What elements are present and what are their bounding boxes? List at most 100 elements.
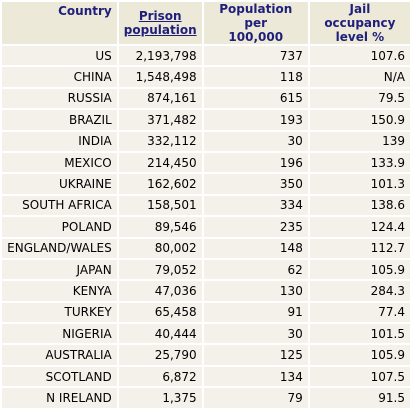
prison-population-cell: 79,052 xyxy=(118,259,202,280)
occupancy-cell: 139 xyxy=(309,131,410,151)
country-cell: AUSTRALIA xyxy=(2,345,117,365)
header-prison-population[interactable]: Prison population xyxy=(118,2,202,44)
table-row: INDIA 332,112 30 139 xyxy=(2,131,410,151)
header-population-per-100000-line1: Population per xyxy=(219,2,293,30)
table-row: KENYA 47,036 130 284.3 xyxy=(2,281,410,301)
table-row: ENGLAND/WALES 80,002 148 112.7 xyxy=(2,238,410,258)
country-cell: US xyxy=(2,46,117,66)
occupancy-cell: 138.6 xyxy=(309,195,410,216)
prison-population-cell: 214,450 xyxy=(118,152,202,173)
per-100000-cell: 193 xyxy=(203,110,308,130)
country-cell: INDIA xyxy=(2,131,117,151)
table-row: CHINA 1,548,498 118 N/A xyxy=(2,67,410,87)
per-100000-cell: 118 xyxy=(203,67,308,87)
prison-population-cell: 874,161 xyxy=(118,88,202,109)
country-cell: N IRELAND xyxy=(2,388,117,408)
per-100000-cell: 79 xyxy=(203,388,308,408)
prison-population-cell: 25,790 xyxy=(118,345,202,365)
occupancy-cell: 101.5 xyxy=(309,324,410,344)
header-country: Country xyxy=(2,2,117,44)
prison-population-cell: 80,002 xyxy=(118,238,202,258)
table-row: US 2,193,798 737 107.6 xyxy=(2,46,410,66)
per-100000-cell: 30 xyxy=(203,131,308,151)
occupancy-cell: 107.5 xyxy=(309,366,410,387)
occupancy-cell: 284.3 xyxy=(309,281,410,301)
country-cell: JAPAN xyxy=(2,259,117,280)
table-row: JAPAN 79,052 62 105.9 xyxy=(2,259,410,280)
occupancy-cell: 124.4 xyxy=(309,217,410,237)
prison-population-cell: 89,546 xyxy=(118,217,202,237)
header-population-per-100000: Population per 100,000 xyxy=(203,2,308,44)
country-cell: MEXICO xyxy=(2,152,117,173)
occupancy-cell: 91.5 xyxy=(309,388,410,408)
per-100000-cell: 130 xyxy=(203,281,308,301)
country-cell: TURKEY xyxy=(2,302,117,323)
header-jail-occupancy-line1: Jail occupancy xyxy=(324,2,396,30)
occupancy-cell: 133.9 xyxy=(309,152,410,173)
occupancy-cell: 101.3 xyxy=(309,174,410,194)
header-country-label: Country xyxy=(58,4,112,18)
per-100000-cell: 350 xyxy=(203,174,308,194)
per-100000-cell: 30 xyxy=(203,324,308,344)
per-100000-cell: 134 xyxy=(203,366,308,387)
country-cell: POLAND xyxy=(2,217,117,237)
prison-population-cell: 6,872 xyxy=(118,366,202,387)
per-100000-cell: 196 xyxy=(203,152,308,173)
table-row: POLAND 89,546 235 124.4 xyxy=(2,217,410,237)
header-prison-population-line1[interactable]: Prison xyxy=(138,9,182,23)
prison-population-cell: 1,548,498 xyxy=(118,67,202,87)
per-100000-cell: 91 xyxy=(203,302,308,323)
table-row: TURKEY 65,458 91 77.4 xyxy=(2,302,410,323)
occupancy-cell: 150.9 xyxy=(309,110,410,130)
table-row: BRAZIL 371,482 193 150.9 xyxy=(2,110,410,130)
per-100000-cell: 615 xyxy=(203,88,308,109)
header-jail-occupancy-line2: level % xyxy=(335,30,385,44)
table-row: N IRELAND 1,375 79 91.5 xyxy=(2,388,410,408)
occupancy-cell: 105.9 xyxy=(309,345,410,365)
prison-population-cell: 2,193,798 xyxy=(118,46,202,66)
per-100000-cell: 334 xyxy=(203,195,308,216)
occupancy-cell: 77.4 xyxy=(309,302,410,323)
header-jail-occupancy: Jail occupancy level % xyxy=(309,2,410,44)
table-row: NIGERIA 40,444 30 101.5 xyxy=(2,324,410,344)
header-prison-population-line2[interactable]: population xyxy=(123,23,197,37)
prison-population-cell: 1,375 xyxy=(118,388,202,408)
per-100000-cell: 235 xyxy=(203,217,308,237)
per-100000-cell: 62 xyxy=(203,259,308,280)
country-cell: UKRAINE xyxy=(2,174,117,194)
country-cell: NIGERIA xyxy=(2,324,117,344)
table-row: UKRAINE 162,602 350 101.3 xyxy=(2,174,410,194)
country-cell: RUSSIA xyxy=(2,88,117,109)
country-cell: SCOTLAND xyxy=(2,366,117,387)
prison-population-cell: 65,458 xyxy=(118,302,202,323)
per-100000-cell: 737 xyxy=(203,46,308,66)
table-row: AUSTRALIA 25,790 125 105.9 xyxy=(2,345,410,365)
country-cell: ENGLAND/WALES xyxy=(2,238,117,258)
occupancy-cell: 79.5 xyxy=(309,88,410,109)
prison-population-sort-link[interactable]: Prison population xyxy=(124,9,197,37)
country-cell: CHINA xyxy=(2,67,117,87)
per-100000-cell: 125 xyxy=(203,345,308,365)
table-row: MEXICO 214,450 196 133.9 xyxy=(2,152,410,173)
occupancy-cell: 105.9 xyxy=(309,259,410,280)
table-row: SOUTH AFRICA 158,501 334 138.6 xyxy=(2,195,410,216)
table-row: RUSSIA 874,161 615 79.5 xyxy=(2,88,410,109)
prison-population-cell: 40,444 xyxy=(118,324,202,344)
country-cell: BRAZIL xyxy=(2,110,117,130)
occupancy-cell: 112.7 xyxy=(309,238,410,258)
prison-population-cell: 162,602 xyxy=(118,174,202,194)
prison-population-cell: 47,036 xyxy=(118,281,202,301)
occupancy-cell: N/A xyxy=(309,67,410,87)
table-row: SCOTLAND 6,872 134 107.5 xyxy=(2,366,410,387)
country-cell: KENYA xyxy=(2,281,117,301)
prison-population-cell: 332,112 xyxy=(118,131,202,151)
per-100000-cell: 148 xyxy=(203,238,308,258)
country-cell: SOUTH AFRICA xyxy=(2,195,117,216)
table-header-row: Country Prison population Population per 1… xyxy=(2,2,410,44)
header-population-per-100000-line2: 100,000 xyxy=(228,30,284,44)
prison-population-cell: 371,482 xyxy=(118,110,202,130)
prison-population-cell: 158,501 xyxy=(118,195,202,216)
table-body: US 2,193,798 737 107.6 CHINA 1,548,498 118 N/A R… xyxy=(2,46,410,408)
occupancy-cell: 107.6 xyxy=(309,46,410,66)
